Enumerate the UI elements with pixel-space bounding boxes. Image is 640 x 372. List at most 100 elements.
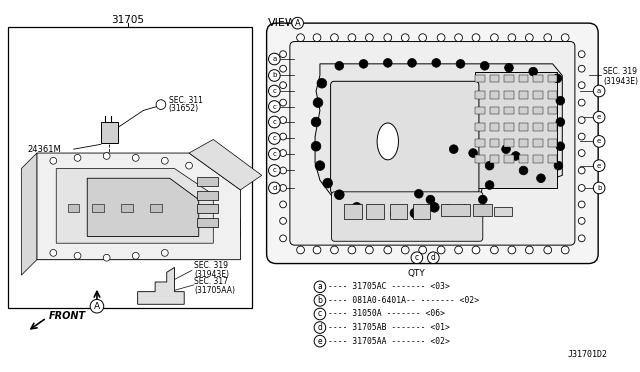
- Circle shape: [410, 208, 420, 218]
- Circle shape: [579, 201, 585, 208]
- Bar: [475, 106, 484, 114]
- Circle shape: [156, 100, 166, 109]
- Bar: [518, 91, 529, 99]
- Circle shape: [437, 34, 445, 42]
- Circle shape: [280, 235, 287, 242]
- Ellipse shape: [377, 123, 399, 160]
- Circle shape: [103, 153, 110, 159]
- Bar: [533, 123, 543, 131]
- Text: SEC. 311: SEC. 311: [169, 96, 203, 105]
- Circle shape: [401, 246, 409, 254]
- Circle shape: [461, 205, 470, 214]
- Circle shape: [519, 166, 528, 175]
- Circle shape: [454, 34, 463, 42]
- Circle shape: [454, 246, 463, 254]
- FancyBboxPatch shape: [290, 42, 575, 245]
- Circle shape: [280, 218, 287, 224]
- Circle shape: [384, 34, 392, 42]
- Circle shape: [297, 34, 305, 42]
- Circle shape: [348, 246, 356, 254]
- Circle shape: [579, 218, 585, 224]
- Bar: [413, 205, 431, 219]
- Circle shape: [311, 141, 321, 151]
- Circle shape: [365, 246, 373, 254]
- Text: QTY: QTY: [408, 269, 426, 278]
- Circle shape: [269, 116, 280, 128]
- Text: c: c: [273, 88, 276, 94]
- Circle shape: [383, 58, 392, 67]
- Text: 24361M: 24361M: [27, 145, 61, 154]
- Circle shape: [468, 149, 477, 157]
- Circle shape: [313, 246, 321, 254]
- Bar: [390, 205, 407, 219]
- Text: b: b: [317, 296, 323, 305]
- Circle shape: [479, 195, 487, 204]
- Circle shape: [359, 60, 368, 68]
- Polygon shape: [21, 153, 37, 275]
- Circle shape: [593, 160, 605, 171]
- Bar: [518, 123, 529, 131]
- Circle shape: [313, 98, 323, 108]
- Circle shape: [449, 145, 458, 154]
- Circle shape: [579, 185, 585, 191]
- Circle shape: [561, 34, 569, 42]
- Circle shape: [161, 157, 168, 164]
- Bar: [518, 140, 529, 147]
- Bar: [548, 91, 557, 99]
- Polygon shape: [37, 219, 241, 260]
- Text: b: b: [597, 185, 602, 191]
- Text: ---- 31705AA ------- <02>: ---- 31705AA ------- <02>: [328, 337, 449, 346]
- Circle shape: [269, 148, 280, 160]
- Bar: [533, 155, 543, 163]
- Circle shape: [579, 117, 585, 124]
- Text: c: c: [415, 253, 419, 262]
- Bar: [150, 205, 162, 212]
- Circle shape: [280, 82, 287, 89]
- Bar: [548, 106, 557, 114]
- Bar: [490, 91, 499, 99]
- Circle shape: [579, 167, 585, 174]
- Circle shape: [544, 34, 552, 42]
- Bar: [197, 205, 218, 213]
- Bar: [548, 155, 557, 163]
- Circle shape: [472, 34, 480, 42]
- Circle shape: [314, 308, 326, 320]
- Circle shape: [508, 34, 516, 42]
- Text: b: b: [272, 73, 276, 78]
- Text: c: c: [318, 310, 322, 318]
- Bar: [441, 205, 470, 216]
- Bar: [197, 191, 218, 199]
- FancyBboxPatch shape: [332, 192, 483, 241]
- Text: c: c: [273, 119, 276, 125]
- Circle shape: [504, 63, 513, 72]
- Circle shape: [556, 118, 564, 126]
- Bar: [548, 74, 557, 82]
- Circle shape: [502, 145, 511, 154]
- Circle shape: [280, 133, 287, 140]
- Circle shape: [593, 135, 605, 147]
- Circle shape: [481, 61, 489, 70]
- Bar: [533, 74, 543, 82]
- Text: c: c: [273, 103, 276, 109]
- Circle shape: [593, 182, 605, 194]
- Circle shape: [186, 162, 193, 169]
- Circle shape: [419, 34, 427, 42]
- Bar: [518, 106, 529, 114]
- Circle shape: [314, 295, 326, 306]
- Circle shape: [269, 133, 280, 144]
- Text: (31705AA): (31705AA): [194, 286, 235, 295]
- Text: a: a: [272, 56, 276, 62]
- Circle shape: [269, 53, 280, 65]
- FancyBboxPatch shape: [267, 23, 598, 263]
- Circle shape: [579, 133, 585, 140]
- Bar: [504, 91, 514, 99]
- Circle shape: [544, 246, 552, 254]
- Circle shape: [323, 178, 333, 188]
- Polygon shape: [87, 178, 199, 237]
- Circle shape: [579, 82, 585, 89]
- Text: (31652): (31652): [169, 104, 199, 113]
- Circle shape: [74, 253, 81, 259]
- Text: c: c: [273, 151, 276, 157]
- Text: a: a: [597, 88, 601, 94]
- Text: SEC. 319: SEC. 319: [194, 261, 228, 270]
